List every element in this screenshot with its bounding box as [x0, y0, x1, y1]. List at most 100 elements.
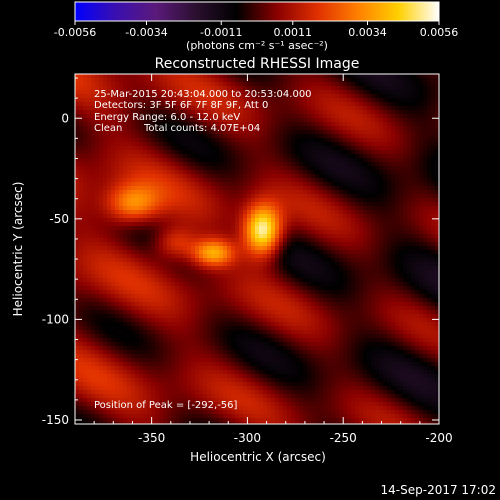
heatmap-cell — [231, 110, 236, 115]
heatmap-cell — [263, 258, 268, 263]
heatmap-cell — [303, 246, 308, 251]
heatmap-cell — [411, 122, 416, 127]
heatmap-cell — [95, 110, 100, 115]
heatmap-cell — [239, 130, 244, 135]
heatmap-cell — [295, 118, 300, 123]
heatmap-cell — [303, 214, 308, 219]
heatmap-cell — [183, 106, 188, 111]
heatmap-cell — [271, 106, 276, 111]
heatmap-cell — [115, 210, 120, 215]
heatmap-cell — [191, 110, 196, 115]
heatmap-cell — [215, 274, 220, 279]
heatmap-cell — [355, 234, 360, 239]
heatmap-cell — [359, 162, 364, 167]
heatmap-cell — [103, 258, 108, 263]
heatmap-cell — [111, 134, 116, 139]
heatmap-cell — [159, 106, 164, 111]
heatmap-cell — [271, 182, 276, 187]
heatmap-cell — [195, 202, 200, 207]
heatmap-cell — [411, 82, 416, 87]
heatmap-cell — [371, 118, 376, 123]
heatmap-cell — [155, 158, 160, 163]
heatmap-cell — [295, 146, 300, 151]
heatmap-cell — [151, 186, 156, 191]
heatmap-cell — [175, 78, 180, 83]
heatmap-cell — [219, 238, 224, 243]
heatmap-cell — [335, 194, 340, 199]
heatmap-cell — [103, 214, 108, 219]
heatmap-cell — [199, 82, 204, 87]
heatmap-cell — [235, 106, 240, 111]
heatmap-cell — [331, 130, 336, 135]
heatmap-cell — [351, 86, 356, 91]
heatmap-cell — [407, 130, 412, 135]
heatmap-cell — [355, 142, 360, 147]
heatmap-cell — [379, 242, 384, 247]
heatmap-cell — [363, 258, 368, 263]
heatmap-cell — [347, 210, 352, 215]
heatmap-cell — [139, 174, 144, 179]
heatmap-cell — [79, 94, 84, 99]
heatmap-cell — [315, 226, 320, 231]
heatmap-cell — [391, 122, 396, 127]
heatmap-cell — [255, 246, 260, 251]
heatmap-cell — [171, 142, 176, 147]
heatmap-cell — [367, 106, 372, 111]
heatmap-cell — [411, 246, 416, 251]
heatmap-cell — [147, 266, 152, 271]
heatmap-cell — [335, 258, 340, 263]
heatmap-cell — [287, 282, 292, 287]
heatmap-cell — [387, 210, 392, 215]
heatmap-cell — [415, 78, 420, 83]
heatmap-cell — [291, 230, 296, 235]
heatmap-cell — [331, 222, 336, 227]
heatmap-cell — [223, 94, 228, 99]
heatmap-cell — [279, 130, 284, 135]
heatmap-cell — [319, 278, 324, 283]
heatmap-cell — [323, 218, 328, 223]
heatmap-cell — [335, 106, 340, 111]
heatmap-cell — [159, 126, 164, 131]
heatmap-cell — [91, 134, 96, 139]
heatmap-cell — [131, 118, 136, 123]
heatmap-cell — [151, 170, 156, 175]
heatmap-cell — [407, 202, 412, 207]
heatmap-cell — [279, 242, 284, 247]
heatmap-cell — [119, 78, 124, 83]
heatmap-cell — [75, 182, 80, 187]
heatmap-cell — [119, 278, 124, 283]
heatmap-cell — [327, 82, 332, 87]
heatmap-cell — [111, 118, 116, 123]
heatmap-cell — [107, 286, 112, 291]
heatmap-cell — [203, 282, 208, 287]
heatmap-cell — [151, 74, 156, 79]
heatmap-cell — [203, 278, 208, 283]
heatmap-cell — [175, 118, 180, 123]
heatmap-cell — [247, 178, 252, 183]
heatmap-cell — [351, 246, 356, 251]
heatmap-cell — [147, 110, 152, 115]
heatmap-cell — [255, 98, 260, 103]
heatmap-cell — [427, 222, 432, 227]
heatmap-cell — [123, 130, 128, 135]
heatmap-cell — [375, 286, 380, 291]
heatmap-cell — [387, 250, 392, 255]
heatmap-cell — [323, 150, 328, 155]
heatmap-cell — [167, 286, 172, 291]
heatmap-cell — [307, 134, 312, 139]
heatmap-cell — [159, 78, 164, 83]
heatmap-cell — [347, 266, 352, 271]
heatmap-cell — [391, 198, 396, 203]
heatmap-cell — [335, 230, 340, 235]
heatmap-cell — [383, 98, 388, 103]
heatmap-cell — [311, 102, 316, 107]
heatmap-cell — [155, 134, 160, 139]
heatmap-cell — [95, 202, 100, 207]
heatmap-cell — [191, 134, 196, 139]
heatmap-cell — [119, 138, 124, 143]
heatmap-cell — [127, 90, 132, 95]
heatmap-cell — [107, 146, 112, 151]
heatmap-cell — [399, 82, 404, 87]
heatmap-cell — [387, 142, 392, 147]
heatmap-cell — [331, 182, 336, 187]
